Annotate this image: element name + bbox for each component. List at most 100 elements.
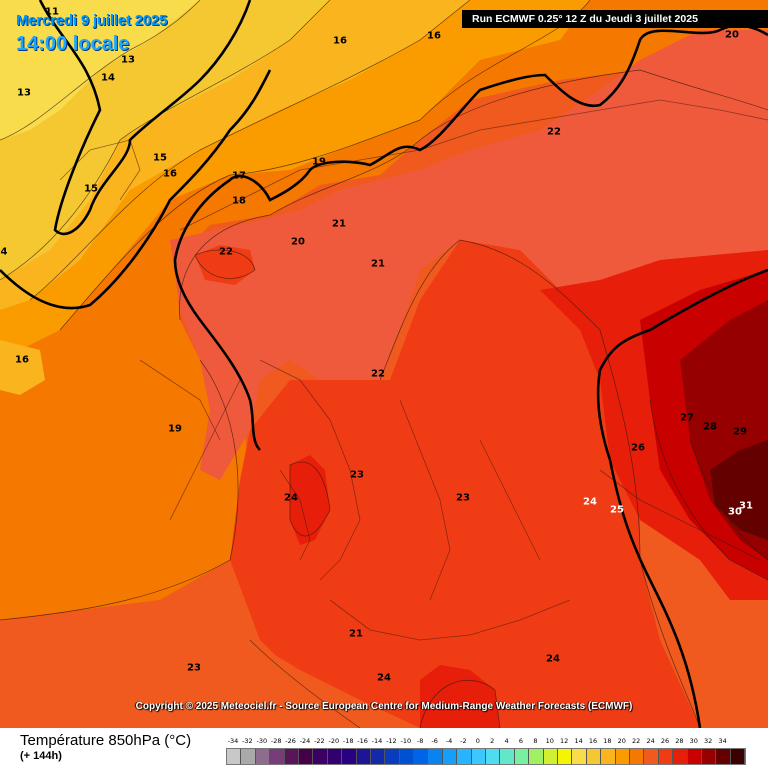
legend-color-cell [342,749,357,764]
isotherm-label: 24 [546,653,560,665]
legend-tick: 10 [545,737,554,745]
temp-band-22 [170,30,768,480]
legend-color-cell [471,749,487,764]
isotherm-label: 11 [45,6,59,18]
isotherm-label: 4 [0,246,8,258]
isotherm-label: 16 [15,354,29,366]
legend-tick: 0 [475,737,480,745]
legend-color-cell [673,749,688,764]
legend-tick: 28 [675,737,684,745]
isotherm-label: 23 [456,492,470,504]
isotherm-label: 16 [333,35,347,47]
legend-color-cell [457,749,472,764]
legend-color-cell [586,749,602,764]
isotherm-label: 29 [733,426,747,438]
legend-tick: -12 [386,737,397,745]
copyright-notice: Copyright © 2025 Meteociel.fr - Source E… [135,701,633,712]
legend-color-cell [500,749,515,764]
isotherm-label: 15 [153,152,167,164]
legend-color-cell [615,749,630,764]
legend-tick: 26 [660,737,670,745]
legend-color-cell [370,749,386,764]
isotherm-label: 22 [219,246,233,258]
legend-color-cell [255,749,271,764]
legend-color-cell [241,749,256,764]
isotherm-label: 23 [350,469,364,481]
legend-tick: -24 [299,737,311,745]
legend-color-cell [601,749,616,764]
legend-tick: -18 [342,737,354,745]
isotherm-label: 14 [101,72,115,84]
isotherm-label: 21 [371,258,385,270]
isotherm-label: 27 [680,412,694,424]
legend-tick: 20 [617,737,626,745]
legend-tick: 6 [518,737,524,745]
model-run-label: Run ECMWF 0.25° 12 Z du Jeudi 3 juillet … [462,10,768,28]
legend-tick: -32 [242,737,253,745]
legend-color-cell [687,749,702,764]
legend-tick: 2 [490,737,495,745]
legend-color-cell [327,749,343,764]
legend-color-bar [226,748,747,765]
legend-subtitle: (+ 144h) [20,750,62,762]
legend-color-cell [284,749,299,764]
legend-tick: 4 [504,737,509,745]
legend-color-cell [399,749,415,764]
legend-color-cell [414,749,429,764]
legend-color-cell [298,749,314,764]
isotherm-label: 17 [232,170,246,182]
legend-tick: 34 [718,737,727,745]
legend-tick: 22 [632,737,641,745]
isotherm-label: 21 [349,628,363,640]
isotherm-label: 26 [631,442,645,454]
isotherm-label: 19 [168,423,182,435]
isotherm-label: 20 [291,236,305,248]
isotherm-label: 23 [187,662,201,674]
isotherm-label: 13 [17,87,31,99]
legend-color-cell [270,749,285,764]
temp-band-24 [230,240,700,728]
legend-tick: -8 [416,737,424,745]
legend-color-cell [701,749,717,764]
legend-color-cell [529,749,544,764]
temp-band-23-sw [0,560,330,728]
legend-color-cell [730,749,746,764]
forecast-time: 14:00 locale [16,33,130,55]
isotherm-label: 24 [583,496,597,508]
isotherm-label: 21 [332,218,346,230]
temp-pocket-24-south [420,665,500,728]
legend-tick: 16 [588,737,598,745]
temperature-map: 11 13 13 14 15 15 16 16 16 17 18 19 20 21 21 22 22 22 19 23… [0,0,768,728]
legend-color-cell [428,749,443,764]
legend-color-cell [716,749,731,764]
legend-tick: 32 [704,737,713,745]
legend-tick: -2 [460,737,467,745]
legend-color-cell [629,749,645,764]
legend-tick: -20 [328,737,340,745]
legend-tick: -30 [256,737,268,745]
legend-color-cell [442,749,458,764]
legend-tick: -22 [314,737,325,745]
map-canvas [0,0,768,728]
temp-pocket-16 [0,340,45,395]
isotherm-label: 24 [284,492,298,504]
legend-color-cell [572,749,587,764]
legend-tick: 14 [574,737,583,745]
legend-tick-labels: -34 -32 -30 -28 -26 -24 -22 -20 -18 -16 -14 -12 -10-… [226,737,746,747]
legend-color-cell [356,749,371,764]
isotherm-label: 13 [121,54,135,66]
legend-color-cell [543,749,558,764]
legend-tick: -14 [371,737,383,745]
legend-color-cell [644,749,659,764]
legend-tick: -10 [400,737,412,745]
legend-tick: -4 [445,737,453,745]
legend-color-cell [557,749,573,764]
legend-tick: 30 [689,737,698,745]
isotherm-label: 19 [312,156,326,168]
legend-tick: 8 [533,737,538,745]
legend-color-cell [658,749,674,764]
isotherm-label: 30 [728,506,742,518]
legend-color-cell [514,749,530,764]
legend-color-cell [313,749,328,764]
isotherm-label: 15 [84,183,98,195]
